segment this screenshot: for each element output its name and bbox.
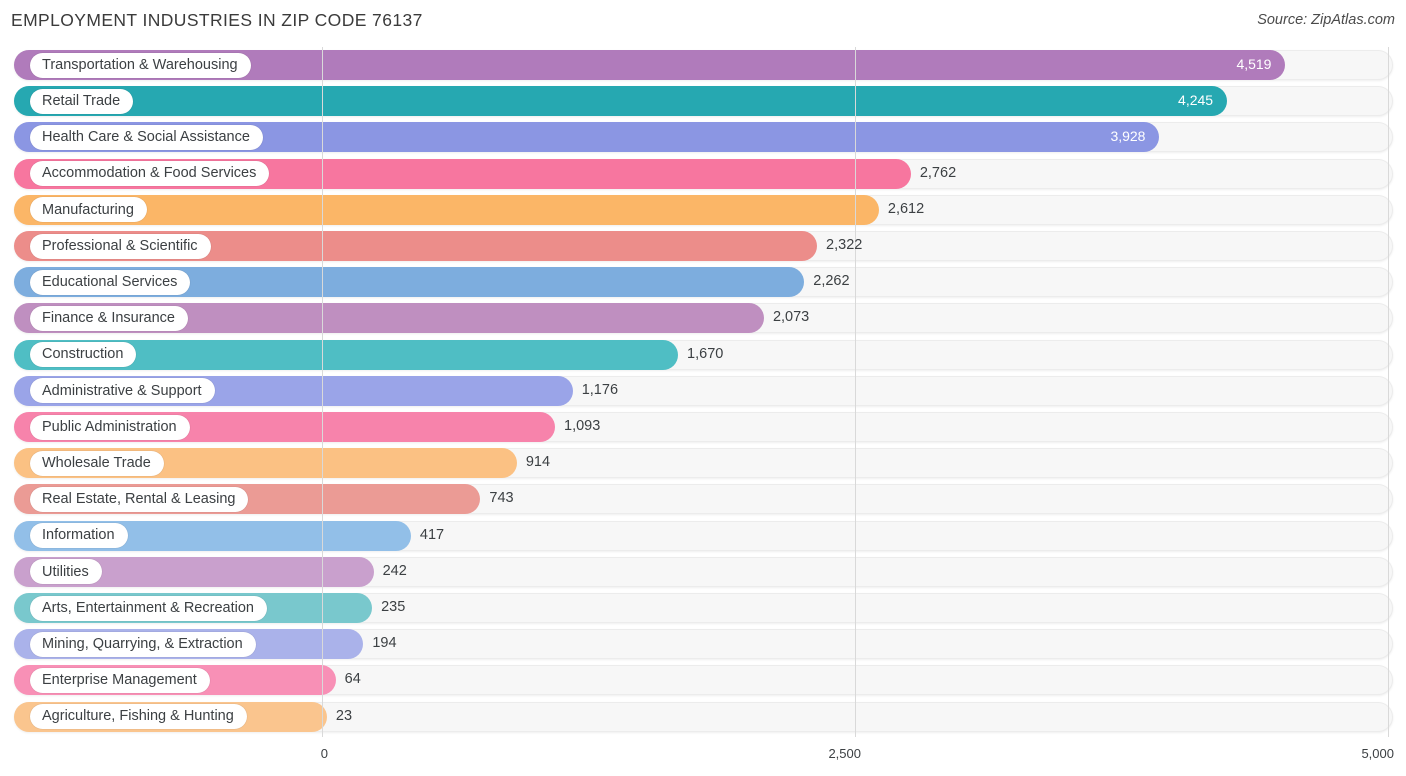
- bar-value-label: 1,670: [687, 345, 724, 362]
- bar-category-pill: Construction: [30, 342, 137, 368]
- bar-category-label: Finance & Insurance: [42, 310, 175, 327]
- bar-value-label: 743: [489, 490, 514, 507]
- bar-value-label: 2,322: [826, 237, 863, 253]
- bar-category-label: Health Care & Social Assistance: [42, 129, 250, 146]
- bar-category-label: Utilities: [42, 563, 89, 580]
- bar-category-label: Agriculture, Fishing & Hunting: [42, 708, 234, 725]
- chart-row[interactable]: Health Care & Social Assistance 3,928: [0, 119, 1406, 155]
- source-label: Source: ZipAtlas.com: [1257, 12, 1395, 28]
- bar-category-label: Accommodation & Food Services: [42, 165, 257, 182]
- page-title: EMPLOYMENT INDUSTRIES IN ZIP CODE 76137: [11, 10, 423, 30]
- chart-row[interactable]: Wholesale Trade 914: [0, 445, 1406, 481]
- bar-value-label: 914: [525, 454, 551, 471]
- bar-category-pill: Manufacturing: [30, 197, 147, 223]
- bar-value-label: 4,519: [1236, 56, 1272, 72]
- bar-value-label: 1,176: [581, 381, 619, 398]
- chart-row[interactable]: Educational Services 2,262: [0, 264, 1406, 300]
- bar-category-pill: Arts, Entertainment & Recreation: [30, 595, 267, 621]
- x-axis-tick-2500: 2,500: [828, 746, 861, 761]
- bar-category-pill: Finance & Insurance: [30, 305, 188, 331]
- chart-row[interactable]: Mining, Quarrying, & Extraction 194: [0, 626, 1406, 662]
- chart-row[interactable]: Manufacturing 2,612: [0, 192, 1406, 228]
- bar-value-label: 2,612: [887, 200, 925, 217]
- chart-plot-area: Transportation & Warehousing 4,519 Retail …: [0, 47, 1406, 737]
- bar-value-label: 64: [344, 671, 361, 688]
- bar-value-label: 3,928: [1110, 128, 1146, 145]
- bar-value-label: 4,245: [1178, 92, 1214, 109]
- bar-category-label: Construction: [42, 346, 124, 363]
- bar-category-label: Information: [42, 527, 115, 544]
- bar-category-pill: Information: [30, 523, 128, 549]
- bar-category-label: Mining, Quarrying, & Extraction: [42, 635, 243, 652]
- bar-category-pill: Accommodation & Food Services: [30, 161, 270, 187]
- bar-category-label: Enterprise Management: [42, 672, 197, 689]
- bar-value-label: 417: [419, 526, 445, 543]
- bar-category-pill: Professional & Scientific: [30, 233, 211, 259]
- chart-row[interactable]: Retail Trade 4,245: [0, 83, 1406, 119]
- bar-value-label: 1,093: [564, 418, 601, 434]
- bar-category-pill: Agriculture, Fishing & Hunting: [30, 704, 247, 730]
- bar-category-pill: Administrative & Support: [30, 378, 215, 404]
- bar-category-label: Educational Services: [42, 273, 178, 290]
- bar-category-label: Administrative & Support: [42, 382, 202, 399]
- chart-header: EMPLOYMENT INDUSTRIES IN ZIP CODE 76137 …: [0, 0, 1406, 44]
- chart-row[interactable]: Agriculture, Fishing & Hunting 23: [0, 699, 1406, 735]
- bar[interactable]: [14, 86, 1228, 117]
- bar-value-label: 242: [382, 562, 407, 579]
- chart-row[interactable]: Public Administration 1,093: [0, 409, 1406, 445]
- bar-category-pill: Retail Trade: [30, 88, 134, 114]
- chart-row[interactable]: Finance & Insurance 2,073: [0, 300, 1406, 336]
- bar-value-label: 235: [381, 599, 406, 615]
- bar-category-pill: Enterprise Management: [30, 667, 210, 693]
- chart-row[interactable]: Administrative & Support 1,176: [0, 373, 1406, 409]
- chart-row[interactable]: Information 417: [0, 518, 1406, 554]
- chart-row[interactable]: Utilities 242: [0, 554, 1406, 590]
- bar-category-pill: Utilities: [30, 559, 102, 585]
- chart-row[interactable]: Enterprise Management 64: [0, 662, 1406, 698]
- bar-value-label: 194: [372, 635, 397, 652]
- bar-value-label: 2,073: [772, 309, 810, 326]
- bar-category-pill: Wholesale Trade: [30, 450, 164, 476]
- chart-row[interactable]: Accommodation & Food Services 2,762: [0, 156, 1406, 192]
- chart-row[interactable]: Transportation & Warehousing 4,519: [0, 47, 1406, 83]
- chart-row[interactable]: Arts, Entertainment & Recreation 235: [0, 590, 1406, 626]
- bar[interactable]: [14, 194, 879, 225]
- bar-category-pill: Real Estate, Rental & Leasing: [30, 486, 249, 512]
- bar-category-label: Retail Trade: [42, 92, 121, 109]
- chart-row[interactable]: Construction 1,670: [0, 337, 1406, 373]
- bar-category-label: Arts, Entertainment & Recreation: [42, 599, 254, 616]
- bar-category-label: Professional & Scientific: [42, 237, 198, 254]
- bar-category-label: Real Estate, Rental & Leasing: [42, 491, 236, 508]
- bar-category-label: Public Administration: [42, 418, 177, 435]
- bar-category-pill: Transportation & Warehousing: [30, 52, 251, 78]
- bar-value-label: 2,262: [813, 273, 850, 290]
- chart-row[interactable]: Real Estate, Rental & Leasing 743: [0, 481, 1406, 517]
- bar-category-pill: Public Administration: [30, 414, 190, 440]
- bar-value-label: 23: [335, 707, 353, 724]
- bar-category-label: Manufacturing: [42, 201, 134, 218]
- bar-category-label: Transportation & Warehousing: [42, 56, 238, 73]
- bar-category-pill: Mining, Quarrying, & Extraction: [30, 631, 256, 657]
- x-axis-tick-5000: 5,000: [1361, 746, 1394, 761]
- bar-category-pill: Health Care & Social Assistance: [30, 124, 263, 150]
- bar-category-pill: Educational Services: [30, 269, 191, 295]
- x-axis-tick-0: 0: [320, 746, 328, 761]
- x-axis: 0 2,500 5,000: [0, 737, 1406, 776]
- bar-value-label: 2,762: [919, 164, 957, 181]
- chart-row[interactable]: Professional & Scientific 2,322: [0, 228, 1406, 264]
- bar-category-label: Wholesale Trade: [42, 454, 151, 471]
